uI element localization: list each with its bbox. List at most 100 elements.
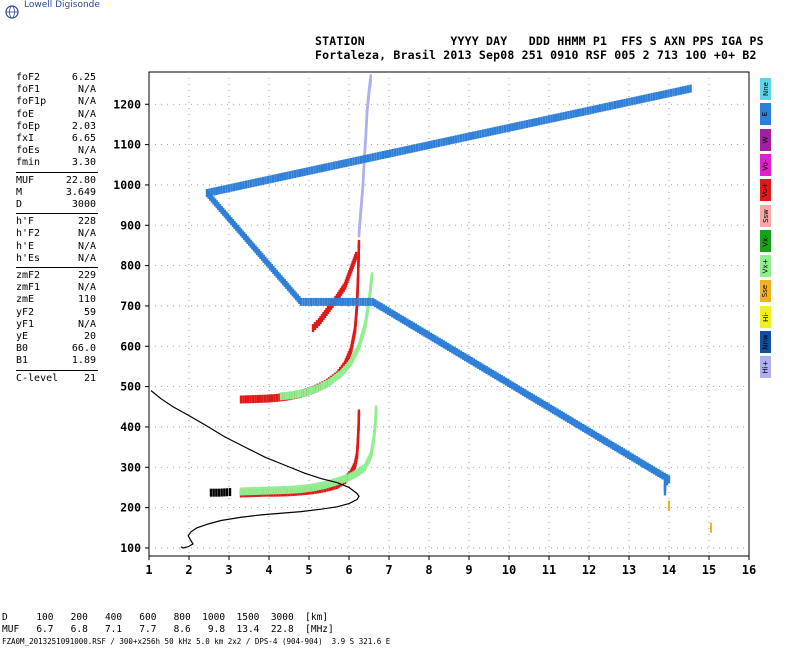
echo-mark [590,429,593,438]
echo-mark [261,176,265,185]
mode-hi-: Hi- [760,305,771,328]
echo-mark [244,180,248,189]
param-label: foEs [16,145,41,157]
echo-mark [689,84,692,93]
echo-mark [496,126,499,135]
echo-mark [318,383,321,392]
param-label: foE [16,108,35,120]
echo-mark [418,326,422,335]
x-tick-label: 12 [582,563,596,577]
echo-mark [296,294,299,303]
echo-mark [238,226,241,235]
echo-mark [408,319,411,328]
echo-mark [541,399,544,408]
echo-mark [297,485,300,494]
echo-mark [560,411,563,420]
param-value: 1.89 [71,355,96,367]
echo-mark [323,310,327,318]
echo-mark [232,183,236,192]
echo-mark [287,391,290,400]
echo-mark [479,362,482,371]
echo-mark [472,131,475,140]
echo-mark [464,133,468,142]
echo-mark [586,426,589,435]
echo-mark [425,330,428,339]
echo-mark [340,475,343,484]
echo-mark [328,479,331,488]
param-h-f: h'F 228 [16,216,96,229]
echo-mark [519,386,523,395]
mode-vx-: Vx- [760,229,771,252]
echo-mark [554,407,557,416]
echo-mark [338,476,341,485]
echo-mark [611,101,614,110]
echo-mark [501,125,504,134]
param-value: 3.649 [65,186,96,198]
echo-mark [434,335,437,344]
echo-mark [543,400,546,409]
echo-mark [315,384,319,393]
param-h-e: h'E N/A [16,241,96,254]
echo-mark [599,434,602,443]
echo-mark [303,167,306,176]
param-label: h'E [16,240,35,252]
echo-mark [339,287,343,296]
echo-mark [226,213,230,222]
echo-mark [427,331,430,340]
echo-mark [515,384,518,393]
echo-mark [371,153,375,162]
echo-mark [349,297,352,306]
echo-mark [259,177,262,186]
echo-mark [384,150,387,159]
echo-mark [273,486,276,495]
echo-mark [399,314,403,323]
echo-mark [305,167,309,176]
echo-mark [410,321,413,330]
echo-mark [231,219,235,228]
echo-mark [352,157,355,166]
echo-mark [355,469,359,478]
echo-mark [370,272,374,281]
echo-mark [210,194,214,203]
echo-mark [384,305,388,314]
echo-mark [254,245,257,254]
param-label: zmF1 [16,282,41,294]
echo-mark [347,473,351,482]
echo-mark [464,353,467,362]
mode-vo-: Vo- [760,153,771,176]
echo-mark [367,456,370,465]
echo-mark [637,457,641,466]
y-tick-label: 400 [120,420,141,434]
echo-mark [447,136,450,145]
echo-mark [620,99,624,108]
echo-mark [408,145,411,154]
echo-mark [335,293,339,302]
x-tick-label: 11 [542,563,556,577]
x-tick-label: 13 [622,563,636,577]
echo-mark [476,360,480,369]
param-value: 228 [77,216,96,228]
echo-mark [664,89,668,98]
echo-mark [386,306,390,315]
param-value: N/A [77,252,96,264]
x-tick-label: 14 [662,563,676,577]
echo-mark [452,135,455,144]
echo-mark [498,373,501,382]
y-tick-label: 700 [120,299,141,313]
echo-mark [530,118,534,127]
echo-mark [549,404,553,413]
x-tick-label: 6 [345,563,352,577]
param-b0: B0 66.0 [16,343,96,356]
echo-mark [628,97,631,106]
echo-mark [325,307,328,316]
echo-mark [249,179,253,188]
echo-mark [603,436,606,445]
echo-mark [262,254,265,263]
echo-mark [314,482,317,491]
echo-mark [518,121,521,130]
echo-mark [228,215,231,224]
y-tick-label: 800 [120,259,141,273]
echo-mark [281,172,284,181]
echo-mark [296,169,299,178]
echo-mark [326,480,329,489]
